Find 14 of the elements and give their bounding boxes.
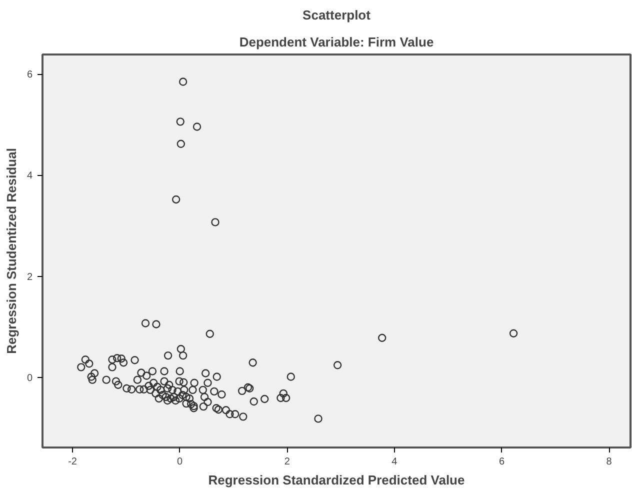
y-tick-label: 4 [26,170,33,182]
y-tick-label: 2 [26,272,33,283]
x-tick-label: 4 [392,456,398,468]
x-tick-label: 0 [177,456,184,468]
y-axis-title: Regression Studentized Residual [4,148,19,354]
y-tick-label: 6 [26,70,33,81]
chart-title: Scatterplot [302,8,372,22]
x-axis-title: Regression Standardized Predicted Value [208,472,465,488]
x-tick-label: 6 [498,456,505,468]
x-tick-label: -2 [68,456,78,468]
chart-subtitle: Dependent Variable: Firm Value [239,34,434,50]
x-tick-label: 8 [606,456,612,468]
y-tick-label: 0 [26,372,33,384]
x-tick-label: 2 [284,456,290,468]
